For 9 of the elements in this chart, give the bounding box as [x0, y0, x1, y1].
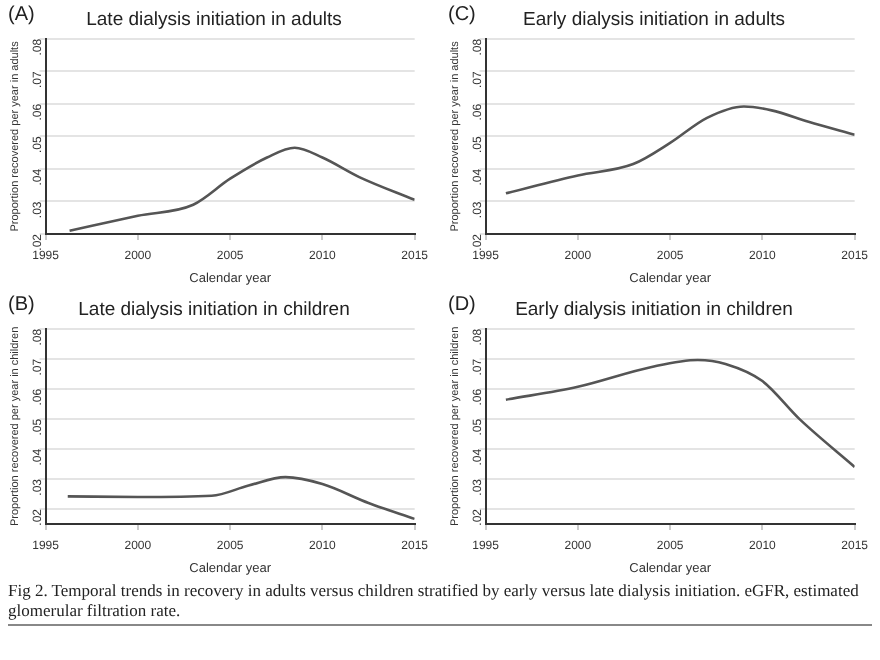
caption: Fig 2. Temporal trends in recovery in adults versus children stratified by early versus late dialysis initiation. eGFR, estimated glomerular filtration rate. [8, 580, 872, 626]
text: (C) [448, 4, 476, 26]
chart-title: Late dialysis initiation in adults [86, 8, 343, 31]
chart-title: Late dialysis initiation in children [78, 298, 350, 321]
chart-title: Early dialysis initiation in children [515, 298, 793, 321]
text: (B) [8, 294, 35, 316]
text: (D) [448, 294, 476, 316]
text: (A) [8, 4, 35, 26]
chart-title: Early dialysis initiation in adults [523, 8, 786, 31]
